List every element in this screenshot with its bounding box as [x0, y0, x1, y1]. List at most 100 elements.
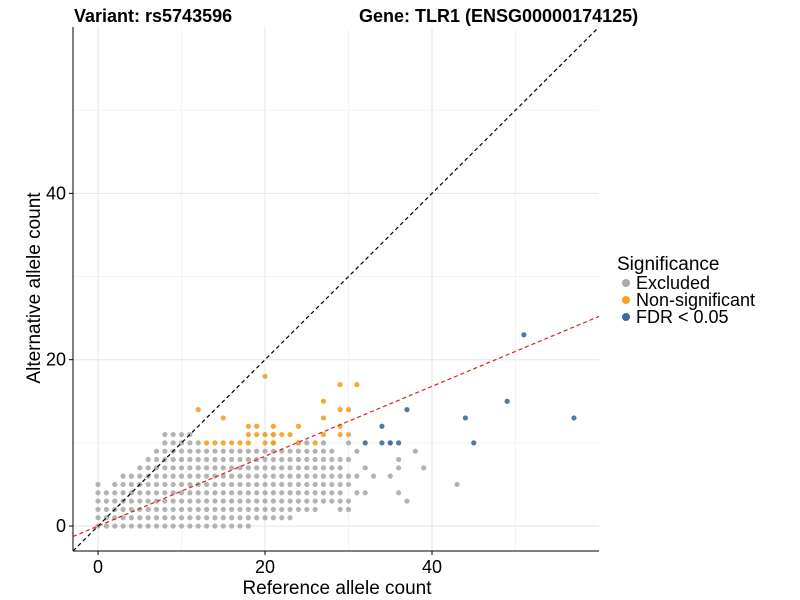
- y-tick-label: 20: [46, 350, 66, 370]
- point-non-significant: [354, 382, 360, 388]
- point-excluded: [354, 490, 360, 496]
- point-excluded: [145, 490, 151, 496]
- point-excluded: [195, 440, 201, 446]
- point-excluded: [295, 498, 302, 504]
- point-excluded: [329, 465, 335, 471]
- point-excluded: [120, 481, 126, 488]
- point-excluded: [203, 465, 210, 471]
- point-excluded: [170, 473, 176, 479]
- point-excluded: [295, 456, 302, 463]
- point-non-significant: [345, 431, 352, 438]
- point-excluded: [178, 431, 185, 438]
- point-excluded: [237, 481, 243, 488]
- point-excluded: [404, 498, 410, 504]
- point-excluded: [195, 523, 201, 529]
- legend-label-non-significant: Non-significant: [636, 290, 755, 310]
- point-excluded: [170, 506, 176, 513]
- point-excluded: [170, 431, 176, 438]
- point-non-significant: [337, 407, 343, 413]
- point-excluded: [95, 481, 101, 488]
- point-excluded: [137, 473, 143, 479]
- point-non-significant: [270, 423, 276, 429]
- point-fdr-0-05: [471, 440, 477, 446]
- point-excluded: [312, 498, 318, 504]
- point-excluded: [287, 515, 293, 521]
- point-excluded: [345, 506, 352, 513]
- point-excluded: [396, 490, 402, 496]
- point-excluded: [237, 456, 243, 463]
- point-excluded: [287, 456, 293, 463]
- point-excluded: [153, 473, 160, 479]
- point-excluded: [120, 473, 126, 479]
- point-excluded: [262, 515, 268, 521]
- point-excluded: [203, 481, 210, 488]
- point-non-significant: [320, 398, 327, 404]
- point-excluded: [187, 448, 193, 454]
- point-excluded: [262, 456, 268, 463]
- point-excluded: [195, 498, 201, 504]
- point-excluded: [295, 490, 302, 496]
- point-excluded: [162, 506, 168, 513]
- point-excluded: [203, 490, 210, 496]
- point-non-significant: [270, 440, 276, 446]
- point-excluded: [287, 473, 293, 479]
- point-excluded: [229, 448, 235, 454]
- point-excluded: [412, 448, 418, 454]
- point-fdr-0-05: [504, 398, 510, 404]
- point-excluded: [245, 473, 251, 479]
- x-tick-label: 20: [255, 557, 275, 577]
- point-excluded: [162, 431, 168, 438]
- point-excluded: [153, 490, 160, 496]
- point-excluded: [220, 456, 226, 463]
- point-excluded: [178, 448, 185, 454]
- point-excluded: [112, 490, 118, 496]
- point-excluded: [212, 465, 218, 471]
- point-excluded: [187, 498, 193, 504]
- point-excluded: [304, 506, 310, 513]
- point-non-significant: [220, 440, 226, 446]
- y-axis-title: Alternative allele count: [24, 192, 45, 384]
- point-excluded: [245, 481, 251, 488]
- point-excluded: [304, 440, 310, 446]
- point-non-significant: [203, 440, 210, 446]
- point-non-significant: [237, 440, 243, 446]
- point-excluded: [153, 481, 160, 488]
- point-non-significant: [262, 373, 268, 379]
- point-excluded: [279, 481, 285, 488]
- point-excluded: [237, 473, 243, 479]
- point-excluded: [421, 465, 427, 471]
- x-tick-label: 0: [93, 557, 103, 577]
- point-excluded: [304, 448, 310, 454]
- point-excluded: [128, 523, 135, 529]
- point-excluded: [195, 465, 201, 471]
- point-excluded: [103, 498, 109, 504]
- point-excluded: [170, 490, 176, 496]
- point-excluded: [229, 506, 235, 513]
- point-excluded: [337, 456, 343, 463]
- point-excluded: [304, 456, 310, 463]
- point-excluded: [287, 448, 293, 454]
- axes: 0 20 40 0 20 40: [46, 27, 599, 577]
- point-excluded: [220, 523, 226, 529]
- point-excluded: [195, 473, 201, 479]
- point-excluded: [212, 481, 218, 488]
- point-non-significant: [245, 423, 251, 429]
- point-excluded: [128, 506, 135, 513]
- chart-title-variant: Variant: rs5743596: [74, 6, 232, 26]
- point-excluded: [345, 498, 352, 504]
- legend-title: Significance: [617, 254, 719, 275]
- point-excluded: [320, 498, 327, 504]
- legend-key-fdr: [622, 313, 630, 321]
- point-excluded: [270, 515, 276, 521]
- point-excluded: [337, 490, 343, 496]
- point-excluded: [195, 515, 201, 521]
- point-excluded: [312, 448, 318, 454]
- point-excluded: [203, 456, 210, 463]
- point-excluded: [345, 481, 352, 488]
- point-fdr-0-05: [379, 440, 385, 446]
- grid: [73, 27, 599, 551]
- point-excluded: [162, 481, 168, 488]
- chart-title-gene: Gene: TLR1 (ENSG00000174125): [359, 6, 638, 26]
- x-axis-title: Reference allele count: [242, 578, 432, 599]
